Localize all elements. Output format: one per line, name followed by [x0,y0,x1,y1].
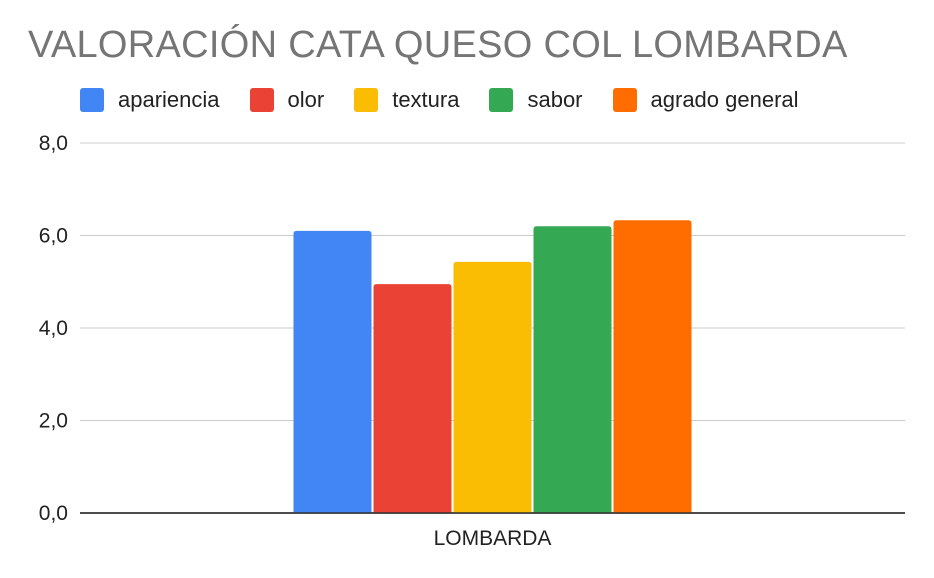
y-tick-label: 0,0 [39,502,68,525]
legend-swatch-olor [249,88,274,112]
legend-label-olor: olor [287,87,325,112]
bar-apariencia[interactable] [293,230,372,513]
legend-label-apariencia: apariencia [118,87,220,112]
legend-item-sabor[interactable]: sabor [489,87,583,113]
y-tick-label: 8,0 [39,132,68,155]
legend-swatch-agrado-general [612,88,637,112]
legend-item-apariencia[interactable]: apariencia [80,87,220,113]
legend-label-textura: textura [392,87,460,112]
legend-item-textura[interactable]: textura [354,87,459,113]
legend-item-agrado-general[interactable]: agrado general [612,87,799,113]
legend-swatch-sabor [489,88,514,112]
bar-agrado-general[interactable] [613,220,692,514]
legend-swatch-apariencia [80,88,104,112]
legend-item-olor[interactable]: olor [249,87,325,113]
legend-label-sabor: sabor [527,87,583,112]
bar-olor[interactable] [373,284,452,513]
chart-legend: apariencia olor textura sabor agrado gen… [80,86,799,114]
legend-label-agrado-general: agrado general [650,87,799,112]
chart-title: VALORACIÓN CATA QUESO COL LOMBARDA [28,24,848,66]
legend-swatch-textura [354,88,379,112]
y-tick-label: 4,0 [39,317,68,340]
bar-sabor[interactable] [533,226,612,513]
bar-textura[interactable] [453,261,532,513]
y-tick-label: 2,0 [39,410,68,433]
y-tick-label: 6,0 [39,225,68,248]
x-category-label: LOMBARDA [434,527,552,550]
